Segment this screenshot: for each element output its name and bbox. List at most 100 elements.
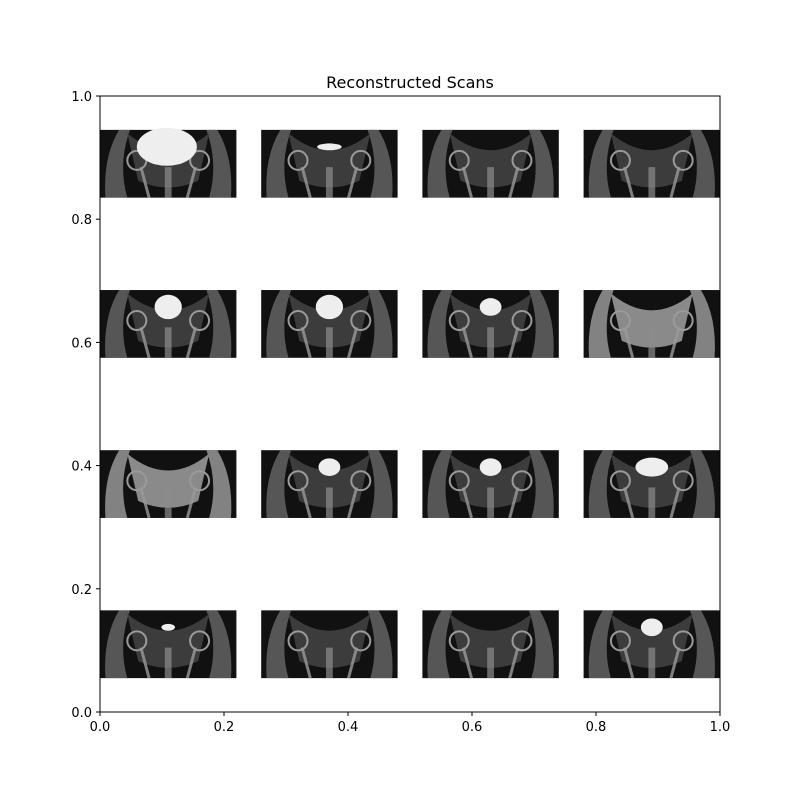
scan-panel-r0-c0: [100, 127, 237, 199]
y-tick-label: 0.0: [71, 706, 92, 721]
pelvic-soft-tissue: [610, 293, 693, 348]
left-femur: [139, 326, 151, 359]
scan-panel-r1-c1: [261, 290, 398, 359]
left-femoral-head: [126, 310, 148, 332]
left-femoral-head: [448, 149, 470, 171]
right-hip-tissue: [689, 290, 715, 358]
right-femur: [347, 647, 359, 679]
y-tick-label: 1.0: [71, 90, 92, 105]
left-femur: [139, 166, 151, 199]
right-hip-tissue: [367, 129, 393, 198]
midline-structure: [487, 167, 495, 198]
scan-panel-r1-c2: [422, 290, 559, 359]
right-femoral-head: [672, 310, 694, 332]
left-hip-tissue: [266, 610, 292, 679]
plot-frame: [99, 95, 721, 713]
left-femoral-head: [287, 310, 309, 332]
right-hip-tissue: [367, 610, 393, 679]
scan-panel-r0-c3: [583, 129, 720, 199]
right-hip-tissue: [689, 129, 715, 198]
scan-panels: [100, 127, 720, 679]
left-femur: [461, 326, 473, 359]
scan-panel-r2-c2: [422, 450, 559, 519]
x-axis: 0.0 0.2 0.4 0.6 0.8 1.0: [90, 712, 730, 735]
bladder-fluid: [154, 294, 182, 320]
bladder-fluid: [318, 458, 341, 476]
midline-structure: [164, 487, 172, 518]
right-femoral-head: [511, 310, 533, 332]
right-femoral-head: [189, 149, 211, 171]
midline-structure: [648, 647, 656, 679]
midline-structure: [325, 647, 333, 679]
bladder-fluid: [640, 618, 663, 637]
left-femur: [461, 487, 473, 519]
bladder-fluid: [317, 143, 342, 151]
scan-panel-r2-c3: [583, 450, 720, 519]
left-femur: [300, 487, 312, 519]
left-femoral-head: [609, 630, 631, 652]
right-femur: [185, 487, 197, 519]
pelvic-soft-tissue: [449, 133, 532, 188]
left-femoral-head: [609, 149, 631, 171]
right-femoral-head: [350, 149, 372, 171]
right-femoral-head: [189, 310, 211, 332]
bladder-fluid: [315, 294, 344, 320]
right-femoral-head: [189, 470, 211, 492]
left-hip-tissue: [105, 610, 131, 679]
pelvic-soft-tissue: [288, 613, 371, 668]
left-hip-tissue: [266, 290, 292, 358]
right-femur: [508, 166, 520, 199]
right-femoral-head: [672, 149, 694, 171]
right-hip-tissue: [528, 450, 554, 518]
left-femoral-head: [287, 630, 309, 652]
bladder-fluid: [161, 623, 176, 631]
right-femur: [669, 487, 681, 519]
left-hip-tissue: [105, 129, 131, 198]
right-femoral-head: [511, 630, 533, 652]
left-hip-tissue: [588, 129, 614, 198]
x-tick-label: 0.4: [338, 720, 359, 735]
right-hip-tissue: [367, 290, 393, 358]
midline-structure: [325, 327, 333, 358]
scan-panel-r3-c1: [261, 610, 398, 679]
right-femoral-head: [189, 630, 211, 652]
right-femur: [185, 166, 197, 199]
right-femur: [669, 326, 681, 359]
scan-panel-r2-c1: [261, 450, 398, 519]
chart-title: Reconstructed Scans: [326, 73, 494, 92]
pelvic-soft-tissue: [127, 453, 210, 508]
y-tick-label: 0.2: [71, 583, 92, 598]
right-hip-tissue: [528, 610, 554, 679]
right-femoral-head: [511, 149, 533, 171]
right-femoral-head: [672, 470, 694, 492]
left-hip-tissue: [427, 450, 453, 518]
pelvic-soft-tissue: [288, 133, 371, 188]
pelvic-soft-tissue: [127, 613, 210, 668]
pelvic-soft-tissue: [127, 293, 210, 348]
right-femoral-head: [511, 470, 533, 492]
right-femur: [669, 166, 681, 199]
left-femur: [300, 326, 312, 359]
left-femoral-head: [609, 470, 631, 492]
scan-panel-r3-c3: [583, 610, 720, 679]
bladder-fluid: [635, 457, 669, 477]
midline-structure: [648, 487, 656, 518]
left-femur: [139, 647, 151, 679]
left-femur: [461, 647, 473, 679]
pelvic-soft-tissue: [288, 293, 371, 348]
pelvic-soft-tissue: [610, 133, 693, 188]
left-femur: [623, 326, 635, 359]
bladder-fluid: [136, 127, 197, 166]
left-femur: [300, 647, 312, 679]
left-hip-tissue: [588, 450, 614, 518]
x-tick-label: 0.6: [462, 720, 483, 735]
x-tick-label: 0.2: [214, 720, 235, 735]
left-femoral-head: [448, 310, 470, 332]
pelvic-soft-tissue: [449, 613, 532, 668]
x-tick-label: 0.0: [90, 720, 111, 735]
scan-panel-r1-c0: [100, 290, 237, 359]
midline-structure: [648, 327, 656, 358]
right-femur: [185, 647, 197, 679]
left-hip-tissue: [105, 290, 131, 358]
right-femur: [347, 487, 359, 519]
